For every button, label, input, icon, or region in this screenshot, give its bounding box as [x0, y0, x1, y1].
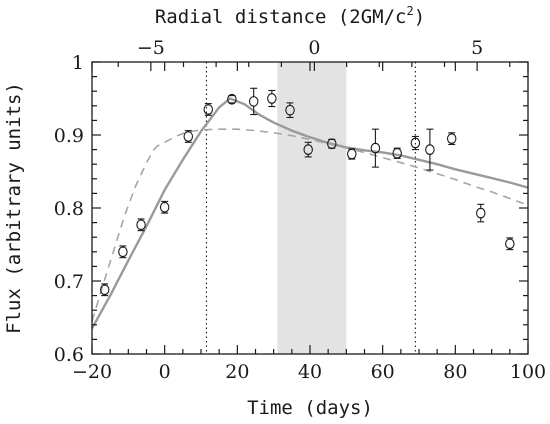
- data-marker: [136, 219, 146, 231]
- x-tick-label: −20: [72, 361, 112, 383]
- x-tick-label: 60: [371, 361, 395, 383]
- x-axis-label: Time (days): [247, 397, 373, 419]
- y-tick-label: 1: [72, 52, 84, 74]
- data-point: [267, 89, 277, 108]
- data-point: [410, 135, 421, 151]
- data-marker: [227, 93, 237, 105]
- top-axis-label: Radial distance (2GM/c2): [155, 4, 425, 28]
- data-point: [476, 203, 486, 223]
- solid-model-curve: [90, 97, 529, 329]
- data-marker: [505, 238, 515, 250]
- top-tick-label: −5: [137, 37, 165, 59]
- data-point: [392, 147, 402, 159]
- top-tick-label: 5: [471, 37, 483, 59]
- x-tick-label: 40: [298, 361, 322, 383]
- data-marker: [118, 246, 128, 258]
- data-points: [99, 87, 515, 297]
- data-point: [303, 141, 313, 158]
- data-marker: [203, 104, 214, 115]
- top-axis-label-superscript: 2: [406, 4, 413, 18]
- data-marker: [99, 284, 110, 296]
- data-marker: [392, 147, 402, 159]
- data-marker: [267, 93, 277, 104]
- data-marker: [425, 144, 435, 155]
- data-point: [425, 128, 435, 171]
- data-marker: [446, 133, 457, 144]
- data-point: [99, 283, 110, 297]
- data-point: [505, 237, 515, 251]
- data-point: [248, 87, 259, 116]
- y-tick-label: 0.8: [54, 198, 84, 220]
- data-point: [446, 132, 457, 146]
- data-point: [370, 128, 381, 168]
- data-point: [227, 93, 237, 105]
- data-marker: [159, 201, 170, 213]
- dashed-model-curve: [91, 128, 529, 322]
- data-marker: [327, 138, 337, 150]
- y-axis-label: Flux (arbitrary units): [3, 82, 25, 334]
- data-point: [327, 138, 337, 150]
- data-marker: [303, 144, 313, 155]
- dotted-reference-lines: [205, 62, 416, 354]
- data-point: [347, 148, 357, 160]
- top-axis-label-suffix: ): [414, 6, 425, 28]
- y-tick-label: 0.7: [54, 271, 84, 293]
- data-marker: [183, 131, 194, 142]
- y-tick-label: 0.6: [54, 344, 84, 366]
- data-marker: [476, 207, 486, 219]
- x-tick-label: 100: [510, 361, 546, 383]
- model-curves: [90, 97, 529, 329]
- shaded-band: [277, 62, 347, 354]
- data-marker: [347, 148, 357, 160]
- data-marker: [285, 104, 295, 116]
- top-tick-label: 0: [308, 37, 320, 59]
- data-point: [159, 200, 170, 214]
- data-marker: [410, 137, 421, 149]
- y-tick-label: 0.9: [54, 125, 84, 147]
- data-point: [118, 245, 128, 259]
- data-point: [136, 218, 146, 232]
- top-axis-label-prefix: Radial distance (2GM/c: [155, 6, 407, 28]
- tick-labels: −20 0 20 40 60 80 100 0.6 0.7 0.8 0.9 1 −5 0 5: [54, 37, 546, 383]
- data-marker: [370, 142, 381, 154]
- x-tick-label: 80: [443, 361, 467, 383]
- data-point: [203, 103, 214, 116]
- data-point: [183, 130, 194, 143]
- axis-ticks: [91, 61, 529, 355]
- x-tick-label: 20: [225, 361, 249, 383]
- data-point: [285, 102, 295, 119]
- data-marker: [248, 96, 259, 107]
- x-tick-label: 0: [159, 361, 171, 383]
